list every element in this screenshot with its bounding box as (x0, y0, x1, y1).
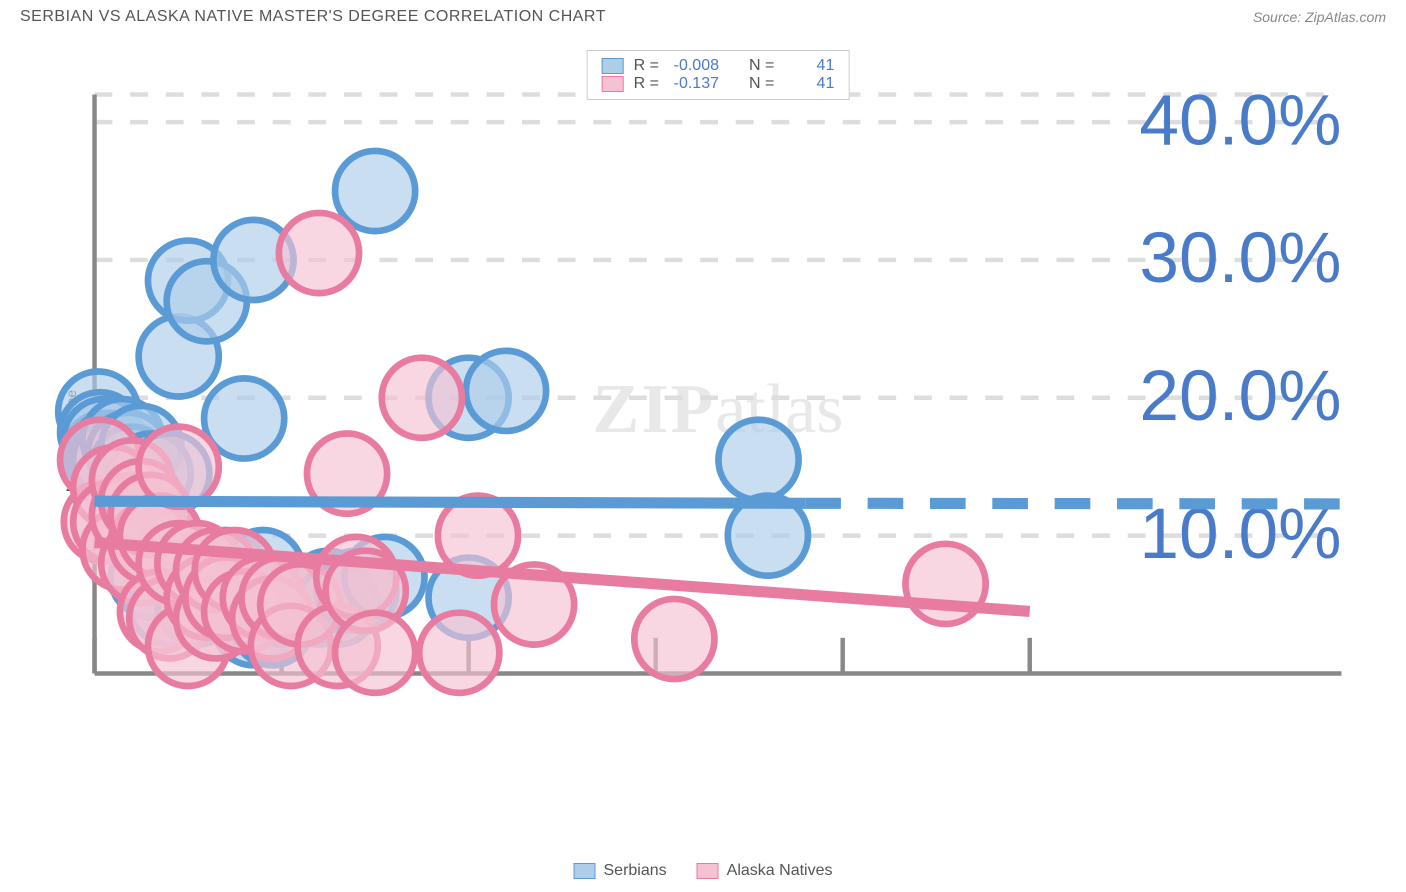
stats-legend-box: R = -0.008 N = 41 R = -0.137 N = 41 (587, 50, 850, 100)
bottom-legend: Serbians Alaska Natives (574, 862, 833, 880)
chart-area: Master's Degree ZIPatlas 10.0%20.0%30.0%… (50, 50, 1386, 832)
svg-text:0.0%: 0.0% (95, 707, 257, 718)
chart-title: SERBIAN VS ALASKA NATIVE MASTER'S DEGREE… (20, 8, 606, 26)
swatch-alaska (602, 76, 624, 92)
swatch-serbians-icon (574, 863, 596, 879)
stats-row-serbians: R = -0.008 N = 41 (602, 57, 835, 75)
svg-text:40.0%: 40.0% (1139, 80, 1341, 160)
svg-text:20.0%: 20.0% (1139, 356, 1341, 436)
svg-text:50.0%: 50.0% (1139, 707, 1341, 718)
stats-row-alaska: R = -0.137 N = 41 (602, 75, 835, 93)
source-attribution: Source: ZipAtlas.com (1253, 9, 1386, 25)
scatter-plot: 10.0%20.0%30.0%40.0%0.0%50.0% (50, 50, 1386, 718)
swatch-alaska-icon (697, 863, 719, 879)
legend-item-serbians: Serbians (574, 862, 667, 880)
svg-text:30.0%: 30.0% (1139, 218, 1341, 298)
legend-item-alaska: Alaska Natives (697, 862, 833, 880)
swatch-serbians (602, 58, 624, 74)
